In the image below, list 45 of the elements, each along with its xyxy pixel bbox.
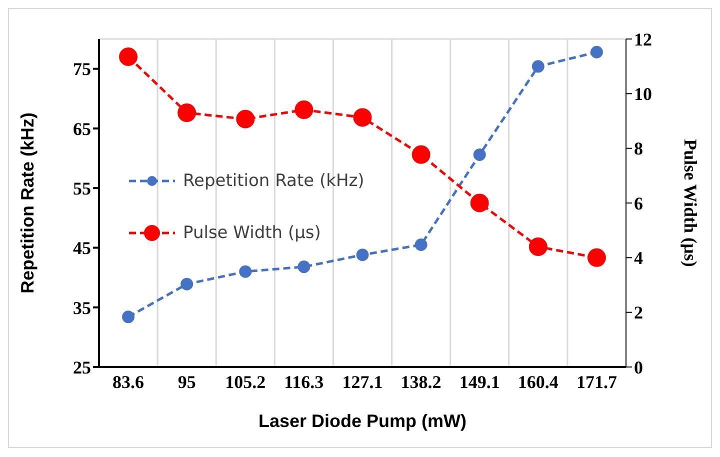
y-tick-label: 75 <box>73 59 91 80</box>
point <box>236 110 255 128</box>
y2-axis-title: Pulse Width (µs) <box>680 139 701 267</box>
x-tick-label: 105.2 <box>225 372 266 392</box>
point <box>119 48 138 66</box>
point <box>590 46 603 58</box>
y-tick-label: 35 <box>73 298 91 318</box>
point <box>470 194 489 212</box>
y-tick-label: 65 <box>73 118 91 139</box>
point <box>414 238 428 251</box>
point <box>356 248 369 262</box>
point <box>412 145 430 164</box>
x-tick-label: 171.7 <box>576 372 617 392</box>
y-tick-label: 55 <box>73 178 91 198</box>
legend-label: Repetition Rate (kHz) <box>183 171 364 191</box>
legend-label: Pulse Width (µs) <box>183 223 321 243</box>
y2-tick-label: 8 <box>634 138 643 159</box>
y-tick-label: 45 <box>73 238 91 258</box>
x-tick-label: 95 <box>178 372 196 392</box>
y2-tick-label: 0 <box>634 357 643 378</box>
y2-tick-label: 6 <box>634 193 643 214</box>
x-tick-label: 149.1 <box>459 372 500 392</box>
point <box>473 148 486 161</box>
point <box>298 260 310 274</box>
point <box>587 248 606 267</box>
x-tick-label: 83.6 <box>112 372 144 392</box>
point <box>178 104 196 122</box>
x-axis-title: Laser Diode Pump (mW) <box>258 411 467 431</box>
x-tick-label: 160.4 <box>518 372 558 392</box>
point <box>294 100 314 120</box>
point <box>528 237 548 256</box>
point <box>239 265 252 278</box>
point <box>180 278 194 290</box>
y2-tick-label: 2 <box>634 302 643 323</box>
x-tick-label: 138.2 <box>400 372 442 392</box>
point <box>122 310 135 324</box>
y-axis-title: Repetition Rate (kHz) <box>17 112 38 294</box>
x-tick-label: 127.1 <box>342 372 383 392</box>
point <box>353 108 372 127</box>
y2-tick-label: 10 <box>634 84 652 104</box>
y2-tick-label: 4 <box>634 248 643 268</box>
y-tick-label: 25 <box>73 357 91 378</box>
point <box>532 60 544 73</box>
x-tick-label: 116.3 <box>284 372 324 392</box>
y2-tick-label: 12 <box>634 29 652 50</box>
